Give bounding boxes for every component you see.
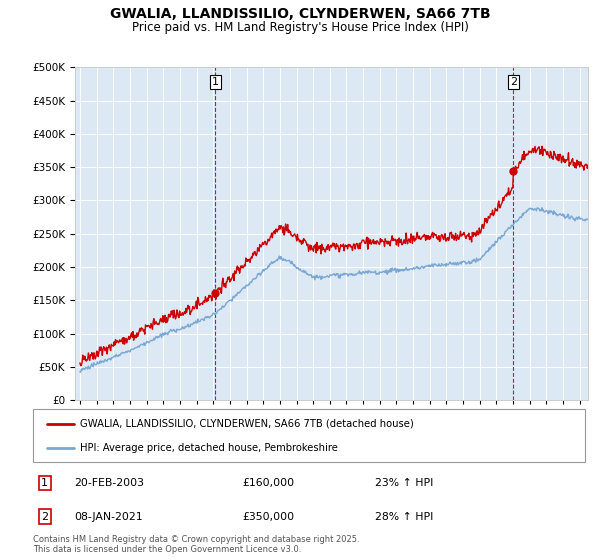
Text: GWALIA, LLANDISSILIO, CLYNDERWEN, SA66 7TB: GWALIA, LLANDISSILIO, CLYNDERWEN, SA66 7… xyxy=(110,7,490,21)
Text: £350,000: £350,000 xyxy=(243,512,295,521)
Text: £160,000: £160,000 xyxy=(243,478,295,488)
Text: 08-JAN-2021: 08-JAN-2021 xyxy=(74,512,143,521)
Text: GWALIA, LLANDISSILIO, CLYNDERWEN, SA66 7TB (detached house): GWALIA, LLANDISSILIO, CLYNDERWEN, SA66 7… xyxy=(80,419,413,429)
Text: 1: 1 xyxy=(41,478,48,488)
Text: 23% ↑ HPI: 23% ↑ HPI xyxy=(375,478,434,488)
Text: 1: 1 xyxy=(212,77,219,87)
Text: 2: 2 xyxy=(41,512,49,521)
Text: 20-FEB-2003: 20-FEB-2003 xyxy=(74,478,145,488)
Text: Price paid vs. HM Land Registry's House Price Index (HPI): Price paid vs. HM Land Registry's House … xyxy=(131,21,469,34)
Text: 28% ↑ HPI: 28% ↑ HPI xyxy=(375,512,434,521)
Text: HPI: Average price, detached house, Pembrokeshire: HPI: Average price, detached house, Pemb… xyxy=(80,443,338,453)
Text: Contains HM Land Registry data © Crown copyright and database right 2025.
This d: Contains HM Land Registry data © Crown c… xyxy=(33,535,359,554)
FancyBboxPatch shape xyxy=(33,409,585,462)
Text: 2: 2 xyxy=(510,77,517,87)
